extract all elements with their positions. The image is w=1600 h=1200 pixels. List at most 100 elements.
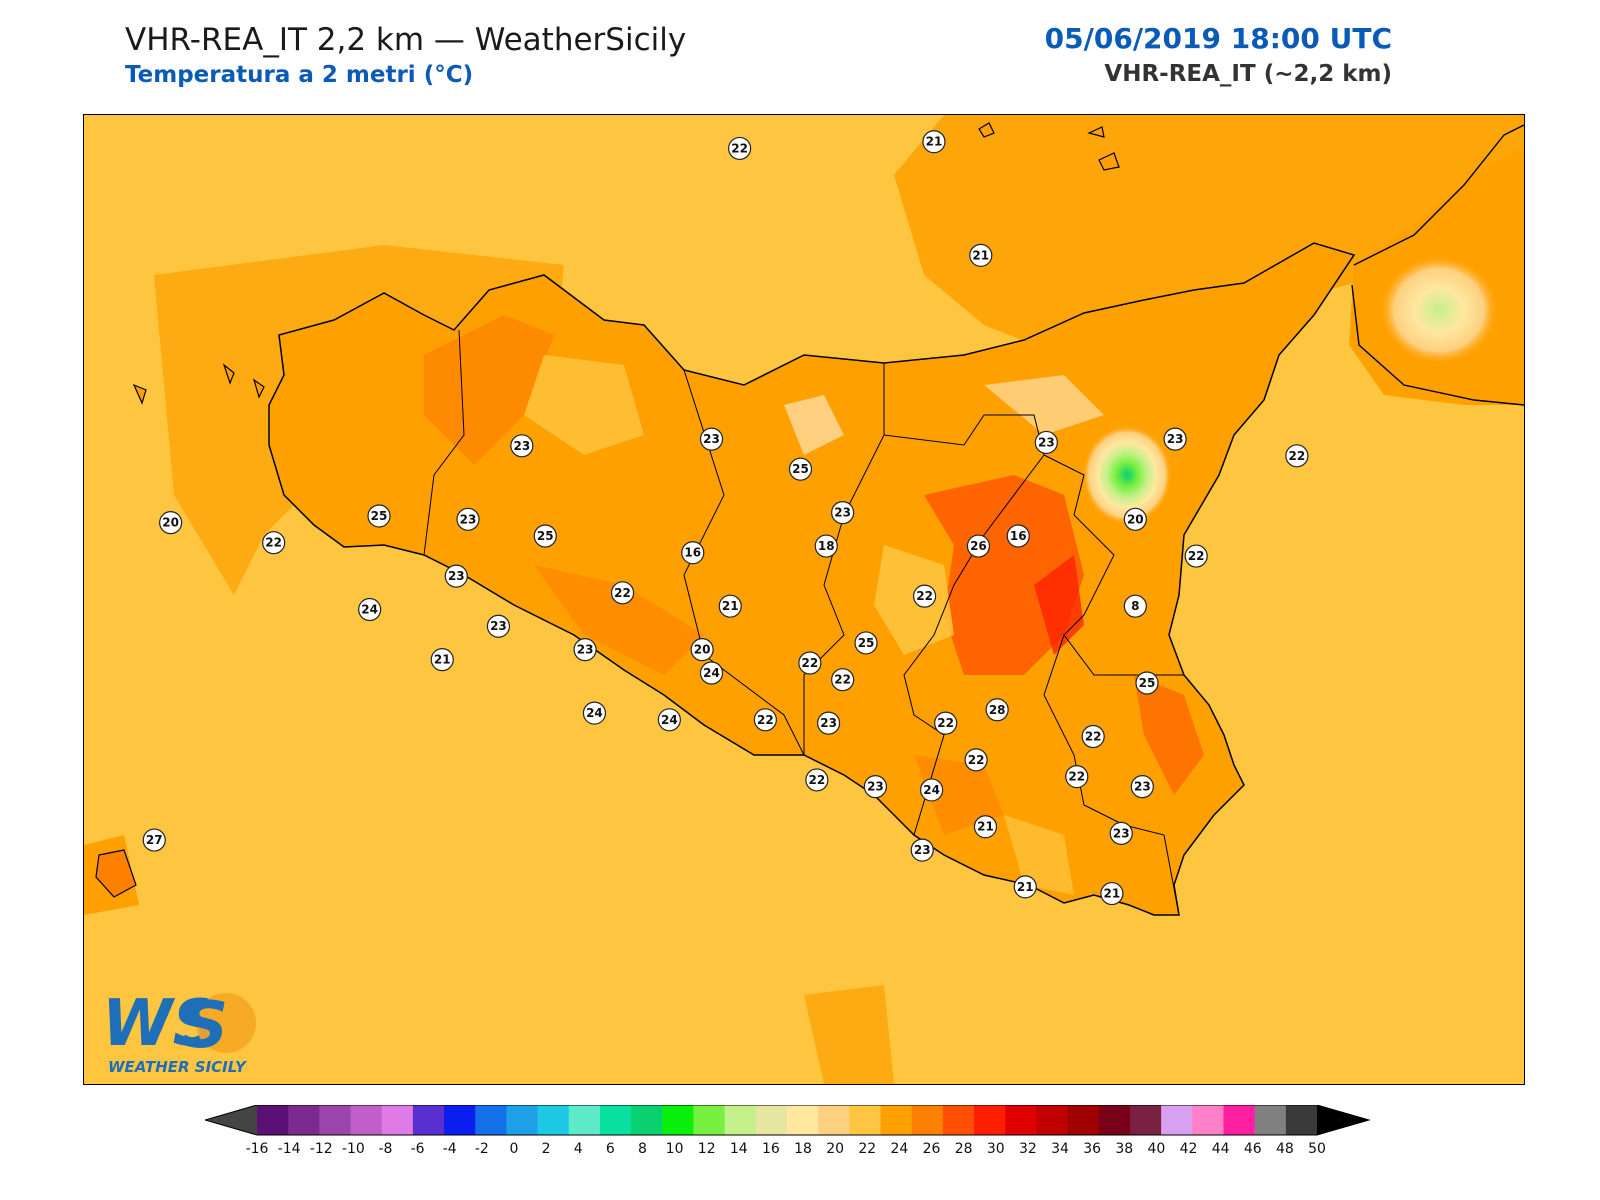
temperature-marker: 26 xyxy=(966,534,991,558)
colorbar-tick-label: 24 xyxy=(891,1141,909,1157)
marker-value: 23 xyxy=(448,569,465,583)
colorbar-swatch xyxy=(350,1105,383,1135)
marker-value: 22 xyxy=(937,716,954,730)
temperature-marker: 21 xyxy=(1100,881,1124,906)
marker-value: 24 xyxy=(361,603,378,617)
marker-value: 23 xyxy=(1134,780,1151,794)
colorbar-swatch xyxy=(787,1105,819,1135)
marker-circle xyxy=(367,504,391,528)
temperature-marker: 25 xyxy=(854,631,878,655)
colorbar-swatch xyxy=(693,1105,726,1135)
marker-circle xyxy=(934,711,958,735)
marker-value: 25 xyxy=(1139,676,1156,690)
colorbar-swatch xyxy=(662,1105,694,1135)
marker-value: 16 xyxy=(684,546,701,560)
temperature-marker: 23 xyxy=(1163,427,1187,451)
marker-circle xyxy=(854,631,878,655)
marker-value: 25 xyxy=(371,509,388,523)
marker-circle xyxy=(718,594,742,618)
temperature-marker: 21 xyxy=(922,130,946,154)
colorbar-tick-label: -16 xyxy=(246,1141,269,1157)
colorbar-swatch xyxy=(568,1105,601,1135)
marker-circle xyxy=(966,534,991,558)
marker-circle xyxy=(863,775,888,799)
marker-value: 23 xyxy=(834,506,851,520)
temperature-marker: 23 xyxy=(699,427,724,451)
temperature-marker: 21 xyxy=(969,243,993,267)
marker-value: 22 xyxy=(265,536,282,550)
temperature-marker: 25 xyxy=(533,524,557,548)
marker-value: 23 xyxy=(867,780,884,794)
marker-circle xyxy=(1109,821,1133,845)
marker-circle xyxy=(1013,875,1037,899)
marker-value: 23 xyxy=(460,512,477,526)
temperature-marker: 24 xyxy=(657,708,681,732)
marker-circle xyxy=(1100,881,1124,906)
temperature-marker: 21 xyxy=(430,648,454,672)
islands xyxy=(95,122,1120,898)
marker-value: 26 xyxy=(970,539,987,553)
marker-value: 20 xyxy=(1127,512,1144,526)
marker-circle xyxy=(1034,430,1058,455)
sicily-landmass xyxy=(268,242,1356,916)
temperature-marker: 24 xyxy=(699,661,724,685)
marker-value: 23 xyxy=(577,643,594,657)
marker-value: 25 xyxy=(537,529,554,543)
marker-circle xyxy=(1135,671,1159,695)
marker-circle xyxy=(798,651,822,675)
marker-circle xyxy=(1081,724,1105,749)
marker-circle xyxy=(788,457,813,481)
marker-circle xyxy=(1123,594,1147,618)
marker-value: 20 xyxy=(162,516,179,530)
colorbar-swatch xyxy=(1129,1105,1162,1135)
marker-value: 21 xyxy=(722,599,739,613)
marker-value: 23 xyxy=(1167,432,1184,446)
marker-value: 22 xyxy=(757,713,774,727)
temperature-marker: 23 xyxy=(1109,821,1133,845)
marker-value: 24 xyxy=(661,713,678,727)
colorbar-tick-label: 46 xyxy=(1244,1141,1262,1157)
colorbar-tick-label: -4 xyxy=(443,1141,457,1157)
temperature-marker: 23 xyxy=(1130,775,1154,799)
marker-value: 22 xyxy=(1068,770,1085,784)
marker-value: 20 xyxy=(694,643,711,657)
marker-circle xyxy=(690,638,714,662)
marker-circle xyxy=(142,828,166,852)
temperature-colorbar: -16 -14 -12 -10 -8 -6 -4 -2 0 2 4 6 8 10 12 14 16 18 20 22 2… xyxy=(205,1105,1371,1157)
marker-circle xyxy=(610,581,635,605)
temperature-marker: 22 xyxy=(912,584,937,608)
marker-circle xyxy=(753,708,777,732)
marker-circle xyxy=(973,815,998,839)
colorbar-tick-label: 16 xyxy=(762,1141,780,1157)
colorbar-swatch xyxy=(537,1105,570,1135)
temperature-marker: 24 xyxy=(358,597,382,622)
colorbar-tick-label: 50 xyxy=(1308,1141,1326,1157)
weather-sicily-logo: WS S xyxy=(102,987,256,1063)
colorbar-tick-label: 34 xyxy=(1051,1141,1069,1157)
marker-circle xyxy=(985,698,1009,722)
colorbar-swatch xyxy=(1067,1105,1100,1135)
marker-circle xyxy=(573,638,597,662)
colorbar-swatch xyxy=(974,1105,1006,1135)
colorbar-swatch xyxy=(506,1105,539,1135)
colorbar-swatch xyxy=(288,1105,320,1135)
colorbar-swatch xyxy=(818,1105,850,1135)
temperature-marker: 28 xyxy=(985,698,1009,722)
colorbar-tick-label: 22 xyxy=(858,1141,876,1157)
map-header-right: 05/06/2019 18:00 UTC VHR-REA_IT (~2,2 km… xyxy=(1045,22,1392,87)
colorbar-swatch xyxy=(319,1105,352,1135)
logo-name: WEATHER SICILY xyxy=(108,1058,246,1076)
temperature-marker: 18 xyxy=(814,534,838,558)
colorbar-swatch xyxy=(475,1105,507,1135)
marker-circle xyxy=(1006,524,1030,548)
colorbar-swatch xyxy=(257,1105,289,1135)
temperature-marker: 23 xyxy=(510,434,534,458)
marker-value: 22 xyxy=(614,586,631,600)
colorbar-tick-label: 8 xyxy=(638,1141,647,1157)
temperature-marker: 22 xyxy=(610,581,635,605)
temperature-marker: 21 xyxy=(718,594,742,618)
colorbar-tick-label: 14 xyxy=(730,1141,748,1157)
temperature-marker: 20 xyxy=(159,511,183,535)
temperature-marker: 22 xyxy=(728,136,752,161)
colorbar-swatch xyxy=(444,1105,476,1135)
